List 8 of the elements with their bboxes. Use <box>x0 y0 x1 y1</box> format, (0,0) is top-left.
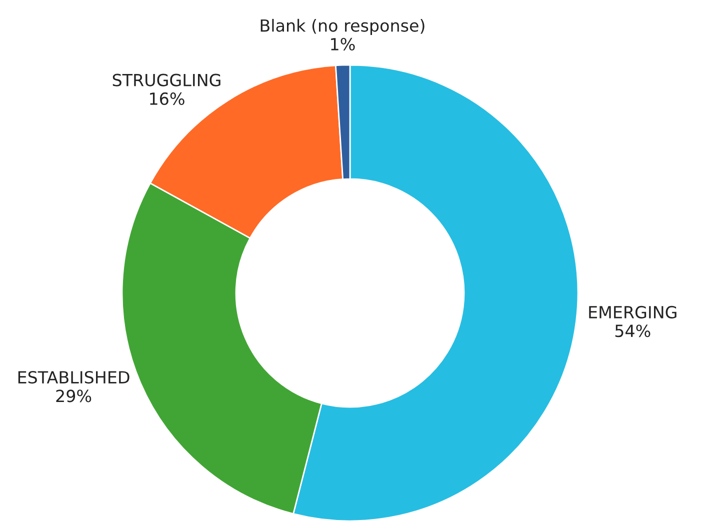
data-label: 16% <box>150 92 184 106</box>
slice-label: EMERGING <box>589 306 676 319</box>
slice-label: STRUGGLING <box>112 74 220 86</box>
slice-label: Blank (no response) <box>260 18 424 36</box>
data-label: 1% <box>331 38 355 50</box>
data-label: 29% <box>56 390 92 402</box>
data-label: 54% <box>615 324 650 338</box>
slice-label: ESTABLISHED <box>18 370 130 384</box>
